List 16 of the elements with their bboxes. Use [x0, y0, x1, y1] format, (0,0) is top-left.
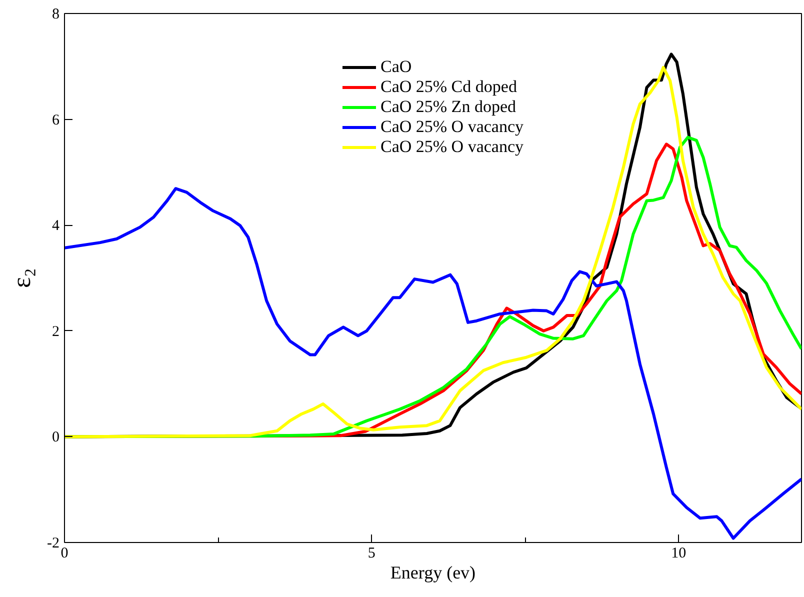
- x-tick-label: 5: [368, 546, 376, 562]
- y-tick-label: 2: [52, 324, 60, 340]
- legend-label: CaO 25% Zn doped: [380, 97, 516, 117]
- y-tick-label: 8: [52, 6, 60, 22]
- y-axis-title: ε₂: [7, 268, 36, 288]
- line-series: [64, 187, 802, 540]
- y-tick-label: 0: [52, 430, 60, 446]
- legend-label: CaO: [380, 57, 412, 77]
- legend-label: CaO 25% O vacancy: [380, 117, 524, 137]
- x-axis-title: Energy (ev): [390, 562, 476, 582]
- legend-label: CaO 25% O vacancy: [380, 137, 524, 157]
- y-tick-label: 6: [52, 112, 60, 128]
- x-tick-label: 10: [671, 546, 686, 562]
- y-tick-label: 4: [52, 218, 60, 234]
- legend-label: CaO 25% Cd doped: [380, 77, 517, 97]
- y-tick-label: -2: [47, 536, 60, 552]
